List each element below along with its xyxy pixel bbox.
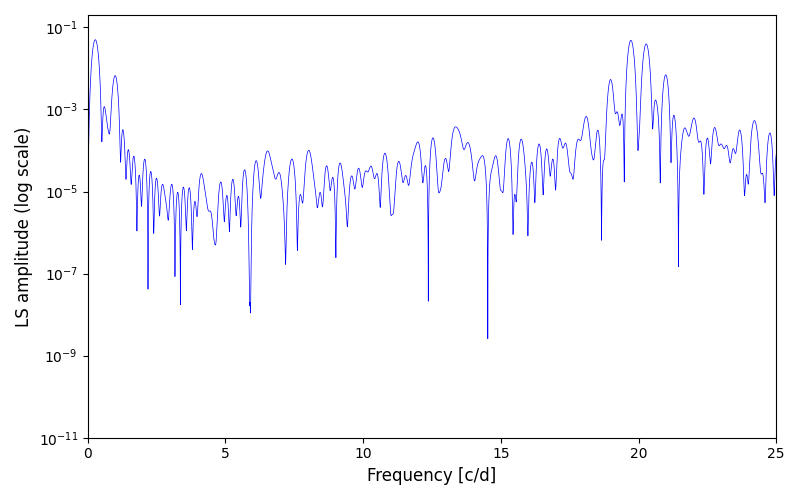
Y-axis label: LS amplitude (log scale): LS amplitude (log scale) (15, 126, 33, 326)
X-axis label: Frequency [c/d]: Frequency [c/d] (367, 467, 497, 485)
